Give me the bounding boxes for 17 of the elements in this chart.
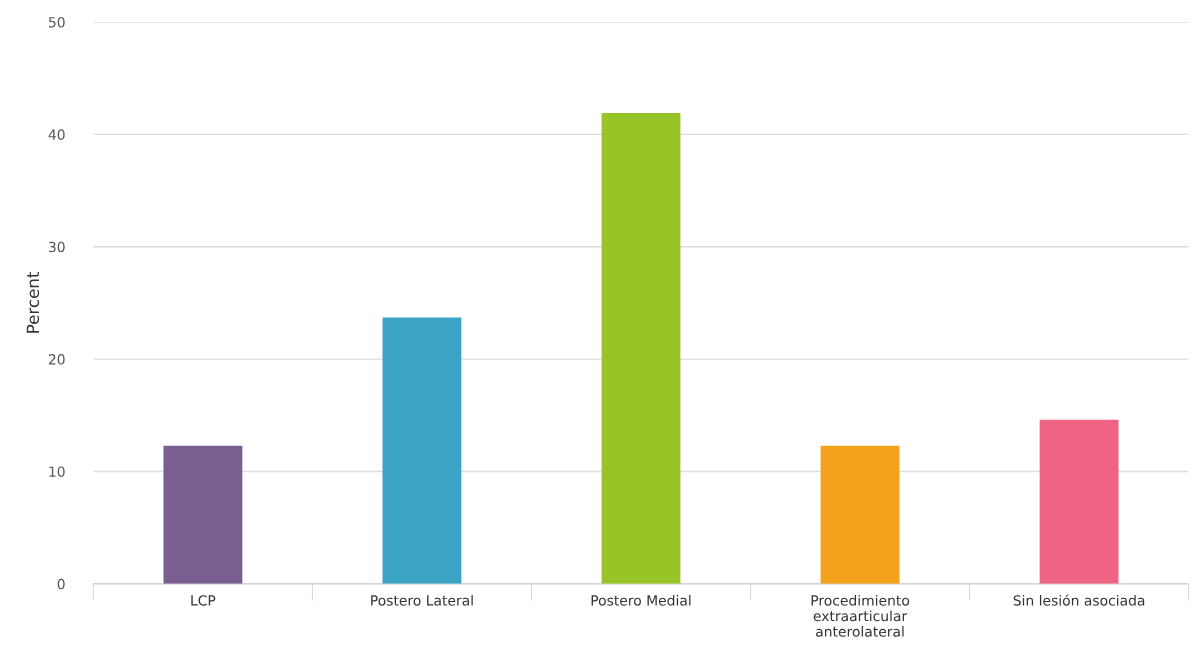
x-tick-label: Postero Lateral	[371, 594, 473, 606]
y-tick-label: 50	[48, 17, 65, 28]
y-tick-label: 10	[49, 466, 65, 477]
y-tick-label: 30	[48, 241, 65, 253]
bar	[382, 317, 462, 584]
bar	[163, 445, 243, 584]
y-tick-label: 0	[57, 578, 65, 590]
bar	[1039, 419, 1119, 584]
x-tick-label: Postero Medial	[591, 594, 691, 606]
y-tick-label: 40	[48, 129, 65, 140]
bar	[820, 445, 900, 584]
x-tick-label: LCP	[191, 595, 216, 606]
x-tick-label: Sin lesión asociada	[1013, 594, 1145, 606]
bar	[601, 113, 681, 584]
y-tick-label: 20	[48, 354, 65, 365]
y-axis-title: Percent	[26, 271, 40, 333]
x-tick-label: Procedimiento extraarticular anterolateral	[811, 594, 910, 637]
